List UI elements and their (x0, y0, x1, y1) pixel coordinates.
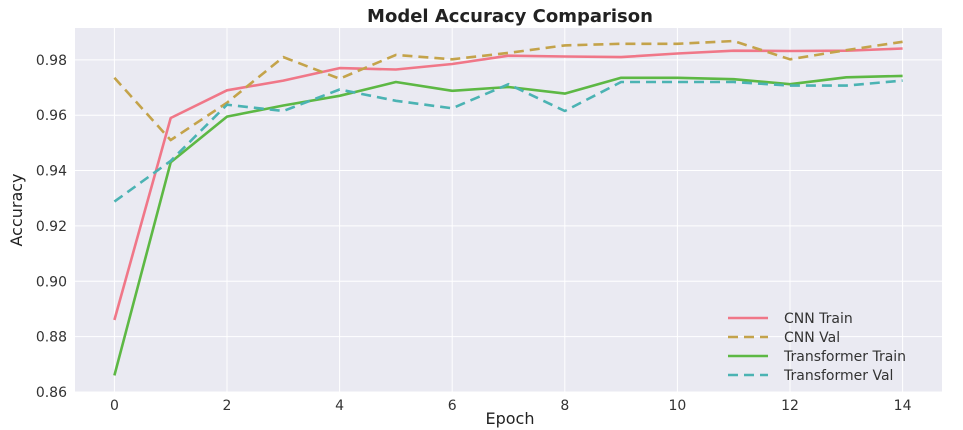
plot-area (75, 28, 942, 392)
x-tick-label: 12 (781, 398, 799, 414)
y-tick-label: 0.88 (36, 330, 67, 346)
legend-label: CNN Val (784, 330, 840, 346)
y-tick-label: 0.98 (36, 53, 67, 69)
x-tick-label: 0 (110, 398, 119, 414)
y-tick-labels: 0.86 0.88 0.90 0.92 0.94 0.96 0.98 (36, 53, 67, 401)
series-line-cnn-train (113, 47, 903, 321)
x-tick-label: 2 (223, 398, 232, 414)
series-line-transformer-val (113, 79, 903, 203)
y-tick-label: 0.94 (36, 164, 67, 180)
x-tick-label: 14 (894, 398, 912, 414)
legend-label: Transformer Val (783, 368, 893, 384)
x-tick-labels: 0 2 4 6 8 10 12 14 (110, 398, 912, 414)
x-tick-label: 4 (335, 398, 344, 414)
x-tick-label: 10 (668, 398, 686, 414)
y-axis-label: Accuracy (7, 173, 26, 246)
chart-title: Model Accuracy Comparison (367, 6, 653, 27)
x-axis-label: Epoch (486, 409, 535, 428)
grid-lines (75, 28, 942, 393)
series-layer (113, 39, 903, 376)
y-tick-label: 0.96 (36, 108, 67, 124)
series-line-transformer-train (113, 74, 903, 376)
legend: CNN Train CNN Val Transformer Train Transfo… (728, 311, 906, 384)
x-tick-label: 8 (560, 398, 569, 414)
y-tick-label: 0.90 (36, 274, 67, 290)
series-line-cnn-val (113, 39, 903, 142)
legend-label: Transformer Train (783, 349, 906, 365)
y-tick-label: 0.92 (36, 219, 67, 235)
y-tick-label: 0.86 (36, 385, 67, 401)
x-tick-label: 6 (448, 398, 457, 414)
legend-label: CNN Train (784, 311, 853, 327)
